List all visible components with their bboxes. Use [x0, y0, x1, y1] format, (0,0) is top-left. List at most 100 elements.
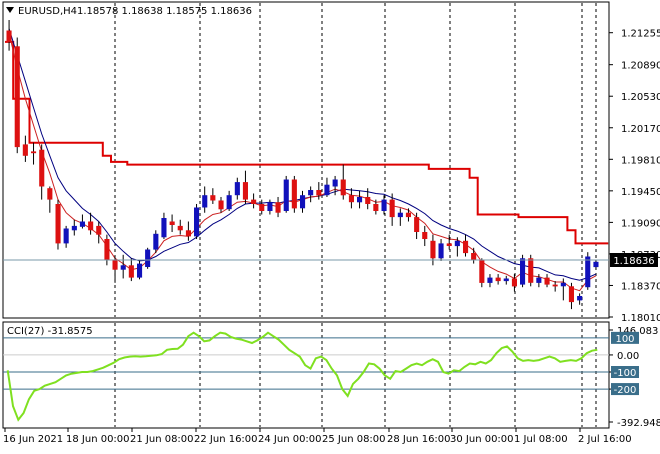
candle	[593, 260, 599, 270]
candle	[96, 221, 102, 244]
candle	[275, 196, 281, 218]
time-label: 24 Jun 00:00	[258, 434, 322, 445]
candle-body-down	[47, 188, 53, 200]
candle-body-down	[88, 221, 94, 231]
candle-body-down	[422, 232, 428, 239]
candle	[112, 256, 118, 283]
candle	[544, 274, 550, 288]
trailing-stop-path	[5, 40, 609, 245]
price-label: 1.20890	[621, 61, 660, 72]
candle-body-down	[544, 277, 550, 285]
candle-body-down	[430, 240, 436, 259]
time-label: 22 Jun 16:00	[194, 434, 258, 445]
candle	[251, 193, 257, 209]
candle-body-down	[528, 258, 534, 283]
cci-levels	[3, 337, 609, 390]
candle	[560, 278, 566, 301]
candle	[185, 221, 191, 241]
candle-body-up	[120, 265, 126, 270]
candle-body-up	[324, 184, 330, 196]
candle	[210, 188, 216, 204]
current-price-box	[610, 253, 658, 267]
candle-body-up	[397, 212, 403, 218]
candle-body-down	[210, 195, 216, 201]
candle	[39, 144, 45, 200]
cci-axis-label: 0.00	[617, 351, 639, 362]
candle-body-down	[414, 217, 420, 232]
candle-body-down	[14, 46, 20, 148]
candle-body-down	[552, 284, 558, 287]
candle-body-down	[479, 260, 485, 283]
candle-body-up	[137, 263, 143, 278]
time-label: 1 Jul 08:00	[514, 434, 568, 445]
candle	[137, 260, 143, 280]
main-pane[interactable]	[2, 1, 610, 319]
time-label: 18 Jun 00:00	[66, 434, 130, 445]
time-label: 2 Jul 16:00	[578, 434, 632, 445]
candle-body-up	[79, 221, 85, 227]
candle-body-down	[511, 278, 517, 287]
candle	[267, 199, 273, 215]
candle-body-down	[316, 190, 322, 196]
candle-body-down	[39, 149, 45, 187]
candle-body-down	[177, 225, 183, 231]
candle	[259, 199, 265, 215]
candle	[218, 196, 224, 213]
candle	[332, 175, 338, 196]
candle	[438, 239, 444, 261]
candle-body-down	[55, 204, 61, 244]
candle-body-up	[194, 207, 200, 237]
candle-body-up	[593, 261, 599, 268]
candle-body-down	[259, 204, 265, 211]
candle	[194, 203, 200, 240]
candle-body-down	[169, 221, 175, 225]
candle-body-up	[560, 282, 566, 287]
candle-body-down	[463, 240, 469, 254]
time-label: 25 Jun 08:00	[322, 434, 386, 445]
price-label: 1.18370	[621, 281, 660, 292]
candle-body-down	[242, 182, 248, 200]
time-axis: 16 Jun 2021 18 Jun 00:00 21 Jun 08:00 22 Ju…	[3, 428, 632, 445]
candle	[300, 190, 306, 213]
candle	[536, 274, 542, 288]
candle	[31, 142, 37, 165]
candle	[357, 190, 363, 209]
candle-body-down	[568, 286, 574, 303]
candle-body-up	[226, 195, 232, 210]
candle-body-down	[365, 197, 371, 204]
candle-body-down	[112, 260, 118, 270]
candle	[14, 37, 20, 154]
candle	[161, 212, 167, 240]
price-label: 1.19090	[621, 218, 660, 229]
candle	[71, 219, 77, 236]
price-label: 1.18010	[621, 313, 660, 324]
candle	[585, 252, 591, 290]
candle-body-up	[357, 197, 363, 203]
candle-body-up	[161, 218, 167, 238]
candle	[389, 193, 395, 226]
price-label: 1.19450	[621, 187, 660, 198]
candle	[446, 234, 452, 250]
candle-body-down	[96, 225, 102, 235]
candle	[487, 274, 493, 288]
chart-menu-triangle-icon[interactable]	[6, 7, 14, 13]
price-axis: 1.21255 1.20890 1.20530 1.20170 1.19810 1.194…	[609, 29, 660, 324]
cci-pane[interactable]	[2, 321, 610, 429]
candle-body-up	[234, 182, 240, 196]
candle-body-down	[389, 199, 395, 218]
candle	[348, 188, 354, 209]
candle-body-up	[454, 240, 460, 247]
candle	[55, 199, 61, 250]
candle	[202, 186, 208, 213]
candle	[381, 195, 387, 215]
candle-body-up	[308, 190, 314, 196]
candle	[234, 177, 240, 200]
candle-body-down	[446, 243, 452, 246]
current-price-label: 1.18636	[613, 256, 654, 267]
candle	[340, 164, 346, 200]
price-label: 1.20530	[621, 92, 660, 103]
cci-level-badge-label: 100	[615, 334, 634, 345]
candle	[373, 199, 379, 215]
